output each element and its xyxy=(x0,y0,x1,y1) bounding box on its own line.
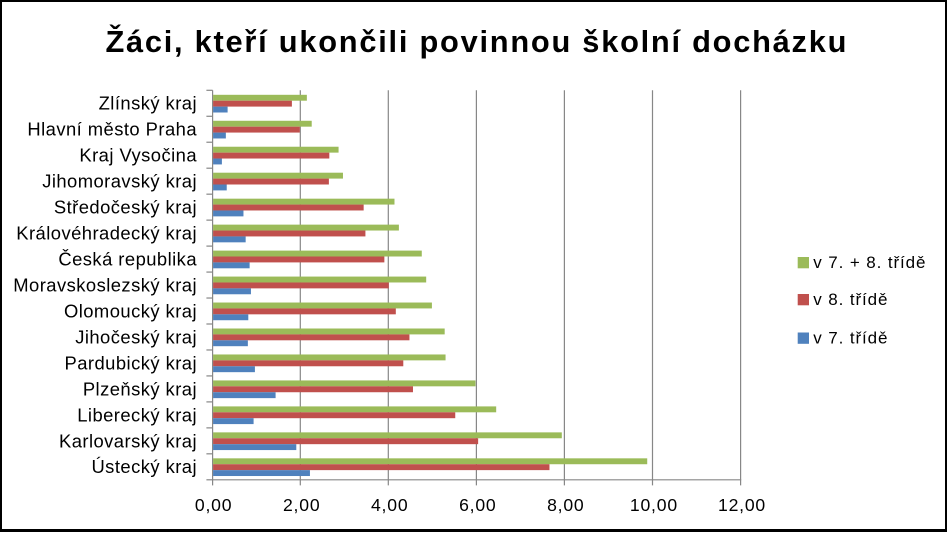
svg-text:4,00: 4,00 xyxy=(371,495,408,515)
svg-text:Jihočeský kraj: Jihočeský kraj xyxy=(75,326,197,347)
svg-text:6,00: 6,00 xyxy=(459,495,496,515)
svg-text:v 7. třídě: v 7. třídě xyxy=(813,329,888,348)
svg-text:Karlovarský kraj: Karlovarský kraj xyxy=(59,430,197,451)
svg-text:Královéhradecký kraj: Královéhradecký kraj xyxy=(16,223,197,244)
svg-text:8,00: 8,00 xyxy=(547,495,584,515)
svg-text:Jihomoravský kraj: Jihomoravský kraj xyxy=(42,171,197,192)
svg-text:2,00: 2,00 xyxy=(283,495,320,515)
svg-text:12,00: 12,00 xyxy=(718,495,766,515)
svg-text:10,00: 10,00 xyxy=(630,495,678,515)
svg-text:Zlínský kraj: Zlínský kraj xyxy=(99,93,197,114)
svg-text:Olomoucký kraj: Olomoucký kraj xyxy=(64,300,197,321)
svg-text:v 8. třídě: v 8. třídě xyxy=(813,290,888,309)
svg-text:Kraj Vysočina: Kraj Vysočina xyxy=(79,145,197,166)
svg-text:Moravskoslezský kraj: Moravskoslezský kraj xyxy=(13,274,197,295)
svg-text:v 7. + 8. třídě: v 7. + 8. třídě xyxy=(813,253,926,272)
svg-text:Středočeský kraj: Středočeský kraj xyxy=(54,197,197,218)
svg-text:Česká republika: Česká republika xyxy=(58,248,197,269)
svg-text:0,00: 0,00 xyxy=(195,495,232,515)
svg-text:Ústecký kraj: Ústecký kraj xyxy=(91,456,197,477)
svg-text:Pardubický kraj: Pardubický kraj xyxy=(65,352,197,373)
svg-text:Liberecký kraj: Liberecký kraj xyxy=(77,404,197,425)
svg-text:Plzeňský kraj: Plzeňský kraj xyxy=(83,378,197,399)
svg-text:Žáci, kteří ukončili povinnou: Žáci, kteří ukončili povinnou školní doc… xyxy=(105,23,848,59)
svg-text:Hlavní město Praha: Hlavní město Praha xyxy=(27,119,197,140)
